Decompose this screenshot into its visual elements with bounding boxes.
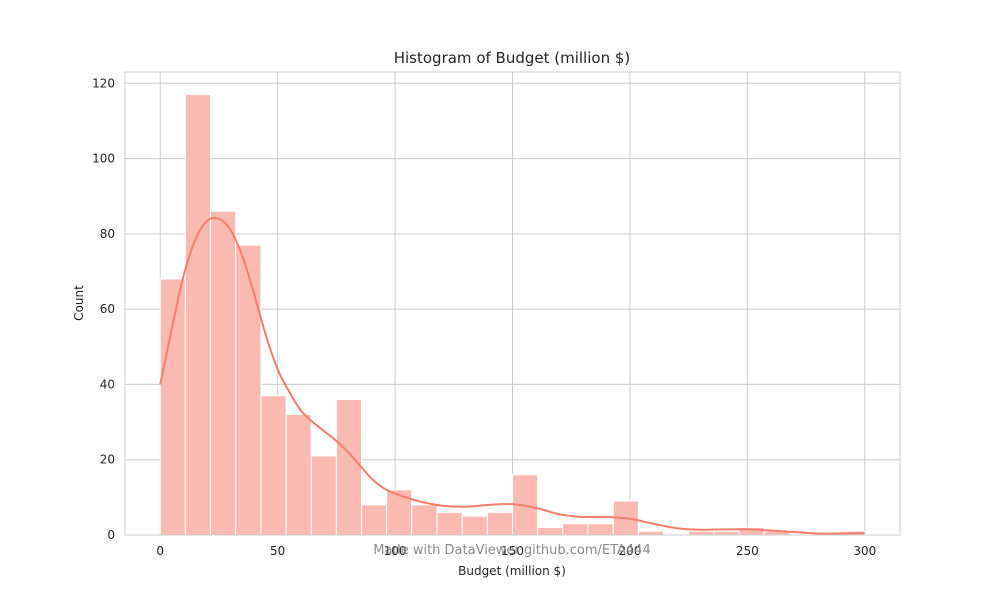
histogram-bar [159, 278, 186, 536]
histogram-bar [335, 398, 362, 536]
histogram-bar [637, 530, 665, 536]
y-tick-label: 100 [92, 152, 115, 166]
histogram-bar [713, 530, 740, 536]
x-tick-labels: 0 50 100 150 200 250 300 [156, 544, 876, 558]
x-tick-label: 0 [156, 544, 164, 558]
y-tick-label: 80 [100, 227, 115, 241]
histogram-bar [436, 511, 463, 536]
x-tick-label: 100 [384, 544, 407, 558]
histogram-bar [486, 511, 514, 536]
histogram-bar [235, 244, 262, 536]
histogram-bar [260, 395, 287, 536]
histogram-bar [411, 504, 438, 536]
y-tick-label: 40 [100, 377, 115, 391]
y-tick-labels: 0 20 40 60 80 100 120 [92, 76, 115, 542]
y-axis-label: Count [72, 285, 86, 321]
histogram-bar [587, 523, 614, 536]
histogram-bar [285, 414, 312, 536]
histogram-bar [688, 530, 715, 536]
histogram-bar [386, 489, 413, 536]
y-tick-label: 120 [92, 76, 115, 90]
histogram-bar [184, 94, 211, 536]
x-tick-label: 300 [853, 544, 876, 558]
histogram-bar [461, 515, 488, 536]
axes-frame [124, 71, 901, 536]
x-tick-label: 50 [270, 544, 285, 558]
x-tick-label: 150 [501, 544, 524, 558]
kde-curve [159, 216, 865, 535]
histogram-bar [209, 210, 237, 536]
histogram-bars [159, 94, 866, 536]
x-axis-label: Budget (million $) [458, 564, 566, 578]
plot-area [124, 71, 901, 536]
x-tick-label: 200 [618, 544, 641, 558]
chart-title: Histogram of Budget (million $) [394, 49, 631, 67]
histogram-bar [562, 523, 589, 536]
y-tick-label: 20 [100, 453, 115, 467]
y-tick-label: 60 [100, 302, 115, 316]
y-tick-label: 0 [107, 528, 115, 542]
histogram-bar [360, 504, 388, 536]
histogram-bar [310, 455, 337, 536]
x-tick-label: 250 [736, 544, 759, 558]
histogram-bar [537, 526, 564, 536]
watermark: Made with DataViewer github.com/ETA444 [373, 543, 650, 558]
